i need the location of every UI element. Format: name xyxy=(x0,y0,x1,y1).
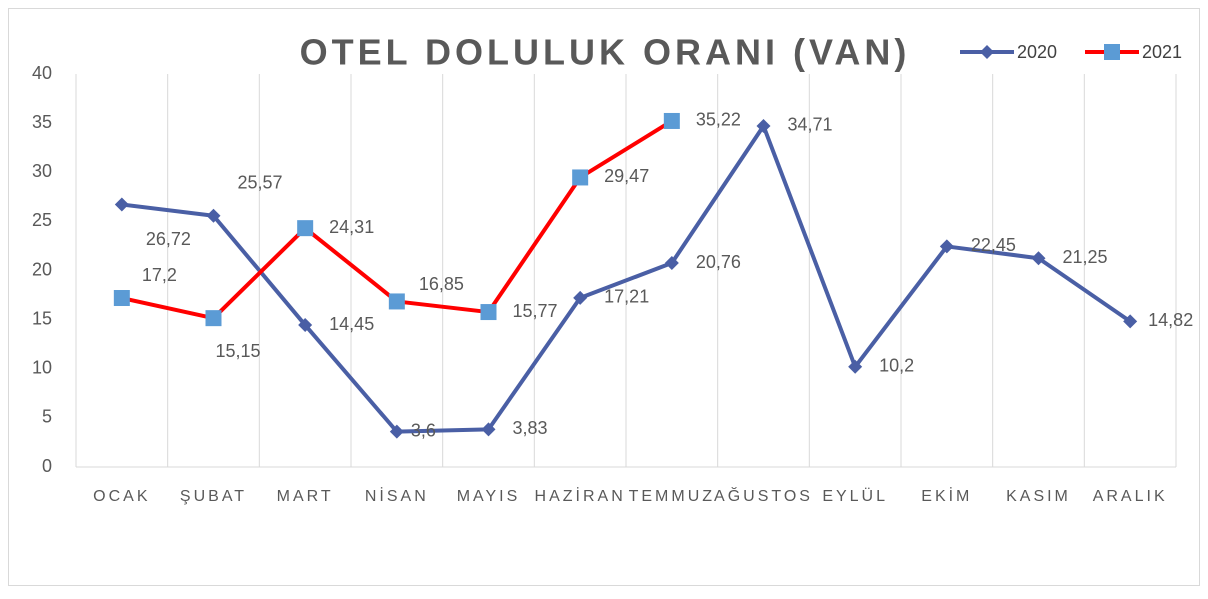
data-label: 14,45 xyxy=(329,314,374,334)
marker xyxy=(664,256,679,271)
marker xyxy=(481,422,496,437)
marker xyxy=(1123,314,1138,329)
data-label: 16,85 xyxy=(419,274,464,294)
marker xyxy=(298,318,313,333)
data-label: 29,47 xyxy=(604,166,649,186)
marker xyxy=(114,197,129,212)
marker xyxy=(113,290,130,307)
marker xyxy=(389,424,404,439)
marker xyxy=(572,169,589,186)
marker xyxy=(848,359,863,374)
marker xyxy=(480,304,497,321)
x-tick-label: ARALIK xyxy=(1093,488,1168,505)
data-label: 21,25 xyxy=(1063,247,1108,267)
chart-border xyxy=(8,8,1200,586)
x-tick-label: TEMMUZ xyxy=(629,488,715,505)
x-tick-label: HAZİRAN xyxy=(535,486,626,505)
data-label: 25,57 xyxy=(238,173,283,193)
x-tick-label: NİSAN xyxy=(365,486,429,505)
data-label: 10,2 xyxy=(879,356,914,376)
data-label: 3,83 xyxy=(513,418,548,438)
marker xyxy=(205,310,222,327)
y-tick-label: 20 xyxy=(32,259,52,279)
series-line xyxy=(121,123,1132,434)
y-tick-label: 0 xyxy=(42,456,52,476)
data-label: 14,82 xyxy=(1148,310,1193,330)
data-label: 34,71 xyxy=(788,115,833,135)
data-label: 17,2 xyxy=(142,265,177,285)
x-tick-label: AĞUSTOS xyxy=(714,486,813,505)
x-tick-label: KASIM xyxy=(1006,488,1071,505)
y-tick-label: 25 xyxy=(32,210,52,230)
y-tick-label: 35 xyxy=(32,112,52,132)
marker xyxy=(1104,44,1120,60)
marker xyxy=(756,118,771,133)
x-tick-label: OCAK xyxy=(93,488,150,505)
x-tick-label: EYLÜL xyxy=(822,487,888,505)
x-tick-label: EKİM xyxy=(921,486,972,505)
x-tick-label: MART xyxy=(277,488,334,505)
y-tick-label: 10 xyxy=(32,358,52,378)
legend-label: 2021 xyxy=(1142,42,1182,62)
marker xyxy=(980,45,994,59)
x-tick-label: MAYIS xyxy=(457,488,521,505)
y-tick-label: 40 xyxy=(32,63,52,83)
data-label: 22,45 xyxy=(971,235,1016,255)
data-label: 15,15 xyxy=(216,341,261,361)
marker xyxy=(206,208,221,223)
marker xyxy=(939,239,954,254)
marker xyxy=(663,112,680,129)
data-label: 17,21 xyxy=(604,287,649,307)
marker xyxy=(297,220,314,237)
data-label: 35,22 xyxy=(696,110,741,130)
marker xyxy=(1031,251,1046,266)
y-tick-label: 5 xyxy=(42,407,52,427)
data-label: 15,77 xyxy=(513,301,558,321)
data-label: 20,76 xyxy=(696,252,741,272)
legend-label: 2020 xyxy=(1017,42,1057,62)
data-label: 3,6 xyxy=(411,420,436,440)
data-label: 26,72 xyxy=(146,229,191,249)
y-tick-label: 30 xyxy=(32,161,52,181)
marker xyxy=(388,293,405,310)
data-label: 24,31 xyxy=(329,217,374,237)
chart-title: OTEL DOLULUK ORANI (VAN) xyxy=(300,32,911,73)
y-tick-label: 15 xyxy=(32,308,52,328)
x-tick-label: ŞUBAT xyxy=(180,488,247,505)
marker xyxy=(573,290,588,305)
